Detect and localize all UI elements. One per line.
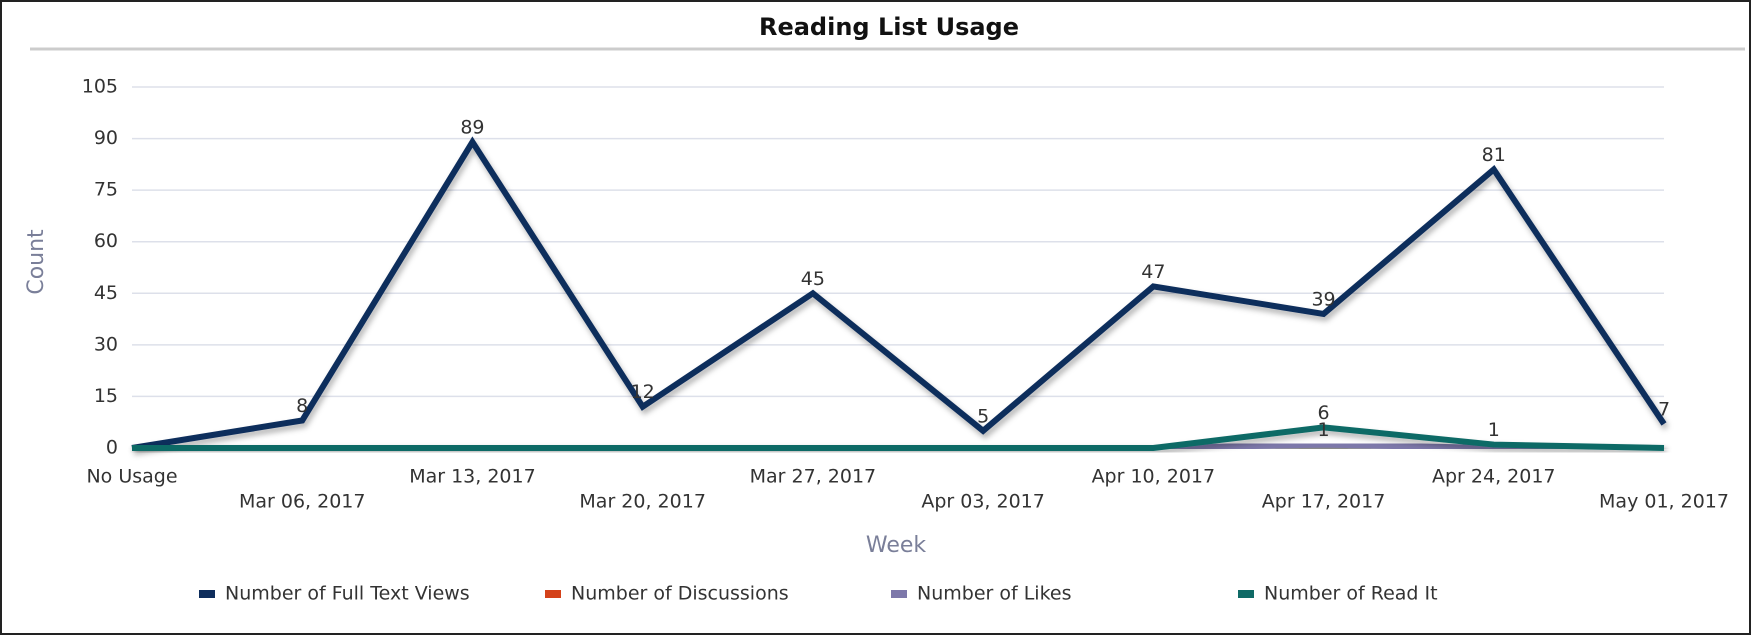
- x-tick-label: Apr 03, 2017: [921, 491, 1045, 513]
- data-label: 47: [1141, 261, 1165, 283]
- data-label: 5: [977, 405, 989, 427]
- x-tick-label: Mar 20, 2017: [579, 491, 706, 513]
- legend-item: Number of Likes: [891, 583, 1072, 605]
- legend-label: Number of Read It: [1264, 583, 1438, 605]
- data-label: 1: [1318, 419, 1330, 441]
- x-tick-label: Apr 24, 2017: [1432, 466, 1556, 488]
- legend-swatch: [891, 590, 907, 598]
- data-label: 8: [296, 395, 308, 417]
- y-tick-label: 45: [94, 282, 118, 304]
- data-label: 39: [1311, 288, 1335, 310]
- legend-label: Number of Discussions: [571, 583, 789, 605]
- legend-swatch: [1238, 590, 1254, 598]
- series-line: [132, 424, 1665, 451]
- x-tick-label: Mar 27, 2017: [750, 466, 877, 488]
- y-tick-label: 105: [82, 76, 118, 98]
- x-tick-label: Apr 10, 2017: [1092, 466, 1216, 488]
- x-tick-label: No Usage: [86, 466, 177, 488]
- data-label: 6: [1318, 402, 1330, 424]
- data-label: 81: [1482, 144, 1506, 166]
- y-tick-label: 75: [94, 179, 118, 201]
- y-tick-label: 0: [106, 437, 118, 459]
- x-tick-label: Apr 17, 2017: [1262, 491, 1386, 513]
- legend-swatch: [199, 590, 215, 598]
- y-axis-title: Count: [24, 229, 49, 295]
- y-tick-label: 60: [94, 230, 118, 252]
- legend-item: Number of Full Text Views: [199, 583, 470, 605]
- chart-title: Reading List Usage: [759, 13, 1019, 41]
- data-label: 89: [460, 117, 484, 139]
- data-label: 1: [1488, 419, 1500, 441]
- series-line: [131, 136, 1667, 451]
- x-tick-label: May 01, 2017: [1599, 491, 1729, 513]
- legend-swatch: [545, 590, 561, 598]
- data-label: 7: [1658, 398, 1670, 420]
- y-tick-label: 15: [94, 385, 118, 407]
- data-label: 12: [631, 381, 655, 403]
- legend-item: Number of Read It: [1238, 583, 1438, 605]
- legend-item: Number of Discussions: [545, 583, 789, 605]
- data-label: 45: [801, 268, 825, 290]
- y-tick-label: 90: [94, 127, 118, 149]
- x-tick-label: Mar 13, 2017: [409, 466, 536, 488]
- x-axis-title: Week: [866, 533, 927, 558]
- legend-label: Number of Full Text Views: [225, 583, 470, 605]
- legend-label: Number of Likes: [917, 583, 1072, 605]
- y-tick-label: 30: [94, 333, 118, 355]
- x-tick-label: Mar 06, 2017: [239, 491, 366, 513]
